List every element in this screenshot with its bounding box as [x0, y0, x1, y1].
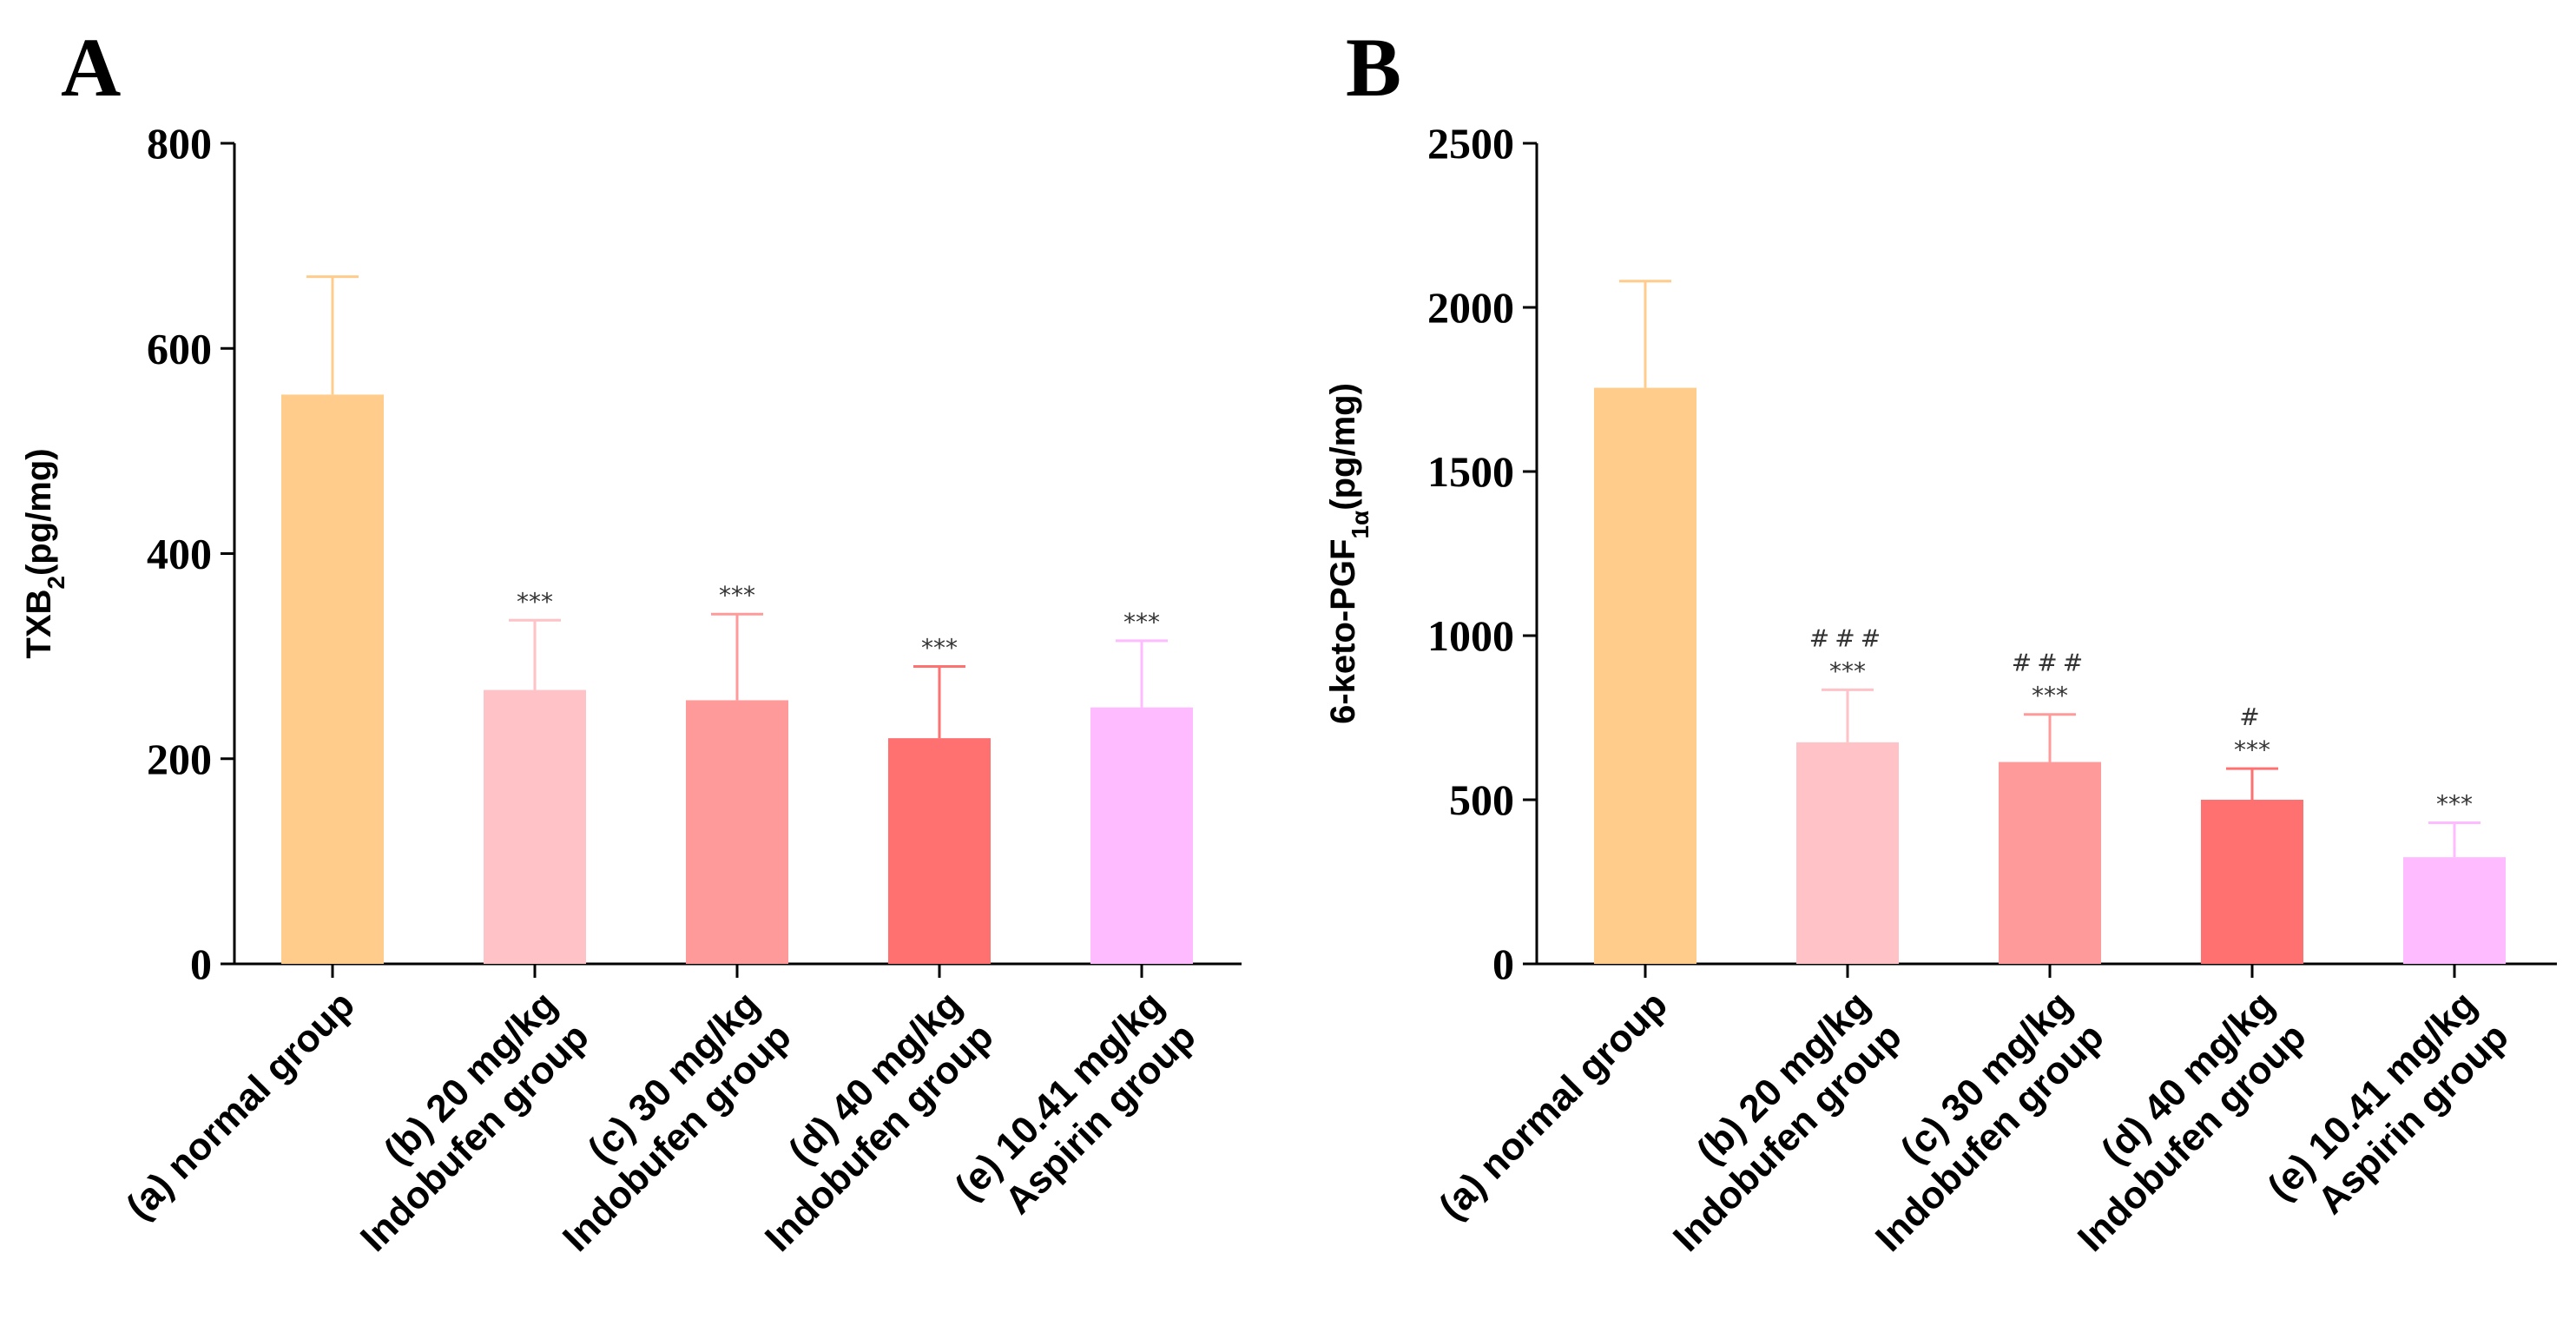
y-tick-label: 200 [147, 735, 212, 783]
y-tick-label: 800 [147, 119, 212, 168]
bar [1090, 707, 1193, 964]
significance-label: *** [921, 633, 958, 662]
significance-label: *** [2032, 682, 2068, 710]
bar [2403, 857, 2506, 964]
y-tick-label: 500 [1449, 775, 1514, 824]
category-label: (a) normal group [1431, 983, 1676, 1228]
chart-panel-b: B 0 500 1000 1500 2000 2500 6-keto-PGF1α(pg/mg)… [1324, 21, 2557, 1260]
y-tick-label: 2500 [1427, 119, 1514, 168]
y-axis-title: 6-keto-PGF1α(pg/mg) [1324, 383, 1374, 724]
significance-label: *** [2234, 735, 2270, 764]
significance-label: *** [2436, 789, 2473, 818]
chart-panel-a: A 0 200 400 600 800 TXB2(pg/mg) (a) normal grou… [20, 21, 1242, 1260]
bar [686, 700, 788, 964]
significance-label: *** [1829, 656, 1866, 685]
significance-label: # [2239, 702, 2264, 731]
bar [888, 738, 991, 964]
y-tick-label: 600 [147, 324, 212, 373]
y-tick-label: 0 [190, 940, 212, 988]
y-tick-label: 0 [1492, 940, 1514, 988]
panel-label: B [1346, 21, 1401, 114]
bar [2201, 800, 2303, 964]
bar [484, 689, 586, 964]
panel-label: A [61, 21, 121, 114]
bar [1594, 387, 1696, 964]
y-tick-label: 400 [147, 530, 212, 578]
significance-label: *** [517, 587, 553, 616]
y-tick-label: 1000 [1427, 611, 1514, 660]
bar [281, 394, 384, 964]
significance-label: ### [2012, 649, 2088, 677]
category-label-line: (a) normal group [118, 983, 363, 1228]
significance-label: *** [1123, 608, 1160, 637]
significance-label: *** [719, 581, 755, 610]
y-tick-label: 1500 [1427, 447, 1514, 496]
category-label-line: (a) normal group [1431, 983, 1676, 1228]
bar [1796, 742, 1899, 964]
category-label: (a) normal group [118, 983, 363, 1228]
significance-label: ### [1809, 623, 1886, 652]
y-axis-title: TXB2(pg/mg) [20, 448, 69, 658]
y-tick-label: 2000 [1427, 283, 1514, 332]
bar [1999, 762, 2101, 964]
